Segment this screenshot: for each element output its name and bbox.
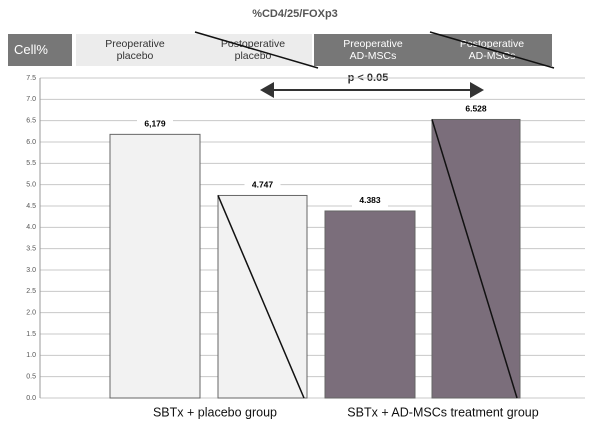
header-cell: Preoperative placebo — [76, 34, 194, 66]
value-label: 6.528 — [465, 104, 487, 114]
header-slash — [194, 31, 319, 69]
y-tick-label: 0.0 — [26, 395, 36, 402]
y-tick-label: 1.5 — [26, 331, 36, 338]
header-slash — [429, 31, 555, 69]
value-label-box — [352, 194, 388, 207]
bar-slash — [217, 195, 305, 399]
group-label: SBTx + placebo group — [153, 405, 277, 419]
y-tick-label: 6.5 — [26, 118, 36, 125]
y-tick-label: 2.5 — [26, 288, 36, 295]
value-label-box — [137, 118, 173, 131]
y-tick-label: 4.5 — [26, 203, 36, 210]
y-tick-label: 5.0 — [26, 182, 36, 189]
y-tick-label: 7.0 — [26, 96, 36, 103]
value-label-box — [244, 179, 281, 192]
y-tick-label: 1.0 — [26, 352, 36, 359]
bar-slash — [431, 119, 518, 399]
value-label: 6,179 — [144, 119, 166, 129]
bar — [109, 133, 201, 399]
y-tick-label: 3.5 — [26, 246, 36, 253]
bar — [324, 210, 416, 399]
y-tick-label: 7.5 — [26, 75, 36, 82]
value-label: 4.383 — [359, 195, 381, 205]
value-label: 4.747 — [252, 180, 274, 190]
header-cell: Preoperative AD-MSCs — [314, 34, 432, 66]
y-tick-label: 2.0 — [26, 310, 36, 317]
y-tick-label: 3.0 — [26, 267, 36, 274]
y-tick-label: 5.5 — [26, 160, 36, 167]
chart-title: %CD4/25/FOXp3 — [252, 8, 338, 20]
group-label: SBTx + AD-MSCs treatment group — [347, 405, 538, 419]
y-tick-label: 4.0 — [26, 224, 36, 231]
y-tick-label: 0.5 — [26, 374, 36, 381]
y-tick-label: 6.0 — [26, 139, 36, 146]
y-label: Cell% — [8, 34, 72, 66]
value-label-box — [458, 103, 494, 116]
